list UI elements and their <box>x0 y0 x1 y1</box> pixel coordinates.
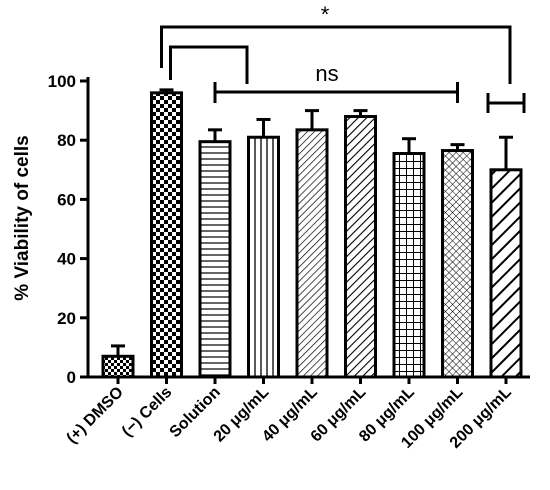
y-tick-label: 100 <box>48 72 76 91</box>
y-tick-label: 40 <box>57 250 76 269</box>
y-axis-title: % Viability of cells <box>12 135 33 300</box>
significance-bracket-outer <box>160 25 512 84</box>
x-tick-label: (+) DMSO <box>64 384 127 447</box>
bar <box>198 140 232 379</box>
ns-label: ns <box>315 61 338 86</box>
bar <box>247 135 280 379</box>
bar <box>392 152 426 379</box>
significance-bracket-inner <box>169 45 249 84</box>
y-axis-label: % Viability of cells <box>12 135 33 300</box>
bar <box>344 115 377 379</box>
x-tick-label: (−) Cells <box>119 384 175 440</box>
y-tick-label: 80 <box>57 131 76 150</box>
bar <box>101 354 135 379</box>
significance-star-label: * <box>321 2 330 27</box>
bar <box>441 149 474 379</box>
y-tick-label: 20 <box>57 309 76 328</box>
bar <box>295 128 329 379</box>
y-tick-label: 60 <box>57 190 76 209</box>
y-tick-label: 0 <box>67 368 76 387</box>
bar <box>150 91 183 379</box>
bar <box>489 168 523 379</box>
